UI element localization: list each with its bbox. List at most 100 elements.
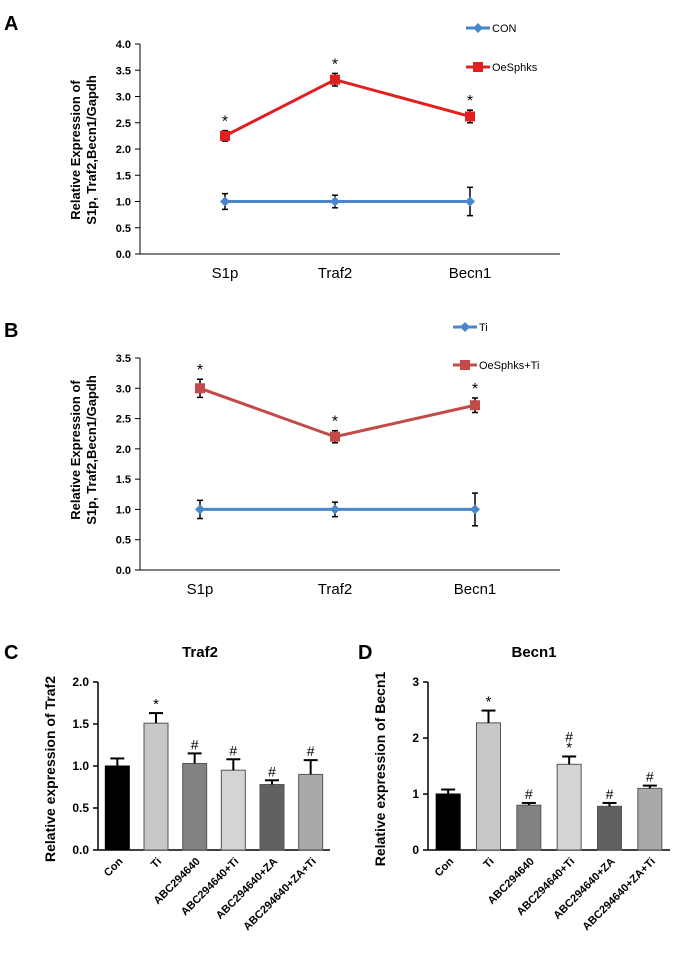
data-point [195, 383, 205, 394]
legend-entry: OeSphks+Ti [453, 360, 539, 372]
y-tick-label: 0.5 [72, 801, 89, 815]
legend-label: OeSphks+Ti [479, 360, 539, 372]
series-oesphks-ti: * * * [195, 362, 480, 444]
y-axis-label-line: S1p, Traf2,Becn1/Gapdh [84, 375, 99, 525]
y-tick-label: 3 [412, 675, 419, 689]
data-point [330, 196, 340, 207]
significance-hash: # [565, 728, 573, 744]
y-axis-label-line: S1p, Traf2,Becn1/Gapdh [84, 75, 99, 225]
bar [220, 769, 246, 851]
bar [435, 793, 461, 851]
y-tick-label: 3.5 [116, 65, 131, 77]
y-tick-label: 0.5 [116, 535, 131, 547]
bar-group: # [220, 742, 246, 851]
x-tick-label: Ti [149, 856, 164, 871]
bar [556, 763, 582, 851]
significance-hash: # [191, 736, 199, 752]
legend-label: CON [492, 23, 517, 35]
bar-group: # [259, 763, 285, 851]
panel-d: D Becn1 0 1 2 3 Relative expression of Becn1 Co… [358, 642, 670, 933]
significance-hash: # [606, 786, 614, 802]
significance-star: * [153, 696, 159, 713]
data-point [220, 130, 230, 141]
x-tick-label: S1p [187, 581, 214, 598]
significance-star: * [332, 414, 338, 431]
chart-title: Traf2 [182, 644, 218, 661]
series-line [224, 78, 471, 138]
x-tick-label: S1p [212, 265, 239, 282]
bar [182, 762, 208, 851]
y-axis-label-line: Relative Expression of [68, 80, 83, 220]
data-point [330, 74, 340, 85]
panel-a: A 0.0 0.5 1.0 1.5 2.0 2.5 3.0 3.5 4.0 S1p Traf2 Becn… [4, 13, 560, 282]
y-tick-label: 2.0 [116, 444, 131, 456]
panel-c: C Traf2 0.0 0.5 1.0 1.5 2.0 Relative expression… [4, 642, 330, 933]
bar [637, 787, 663, 851]
y-axis-label: Relative expression of Traf2 [42, 676, 58, 862]
y-tick-label: 2.0 [116, 144, 131, 156]
y-tick-label: 2 [412, 731, 419, 745]
x-tick-label: Traf2 [318, 581, 352, 598]
y-tick-label: 1.0 [116, 197, 131, 209]
x-tick-label: Con [433, 855, 457, 879]
x-tick-label: Becn1 [449, 265, 492, 282]
y-tick-label: 0.5 [116, 223, 131, 235]
bar-group: * [143, 696, 169, 851]
significance-hash: # [229, 742, 237, 758]
significance-hash: # [525, 786, 533, 802]
data-point [220, 196, 230, 207]
x-tick-label: Becn1 [454, 581, 497, 598]
y-axis-label: Relative Expression ofS1p, Traf2,Becn1/G… [68, 75, 99, 225]
y-axis-label: Relative Expression ofS1p, Traf2,Becn1/G… [68, 375, 99, 525]
x-tick-label: Ti [481, 856, 496, 871]
bar [298, 773, 324, 851]
significance-star: * [566, 739, 572, 756]
data-point [470, 504, 480, 515]
panel-label: D [358, 642, 372, 664]
bar-group: *# [556, 728, 582, 851]
y-tick-label: 2.5 [116, 118, 131, 130]
x-tick-label: Traf2 [318, 265, 352, 282]
panel-b: B 0.0 0.5 1.0 1.5 2.0 2.5 3.0 3.5 S1p Traf2 Becn1 Re… [4, 320, 560, 598]
bar-group: # [597, 786, 622, 851]
y-tick-label: 3.0 [116, 383, 131, 395]
x-tick-label: ABC294640+ZA+Ti [580, 856, 658, 934]
bar-group: * [476, 694, 501, 851]
panel-label: A [4, 13, 18, 35]
series-con [220, 186, 475, 217]
legend-marker [473, 62, 483, 72]
y-tick-label: 0.0 [72, 843, 89, 857]
series-oesphks: * * * [220, 56, 475, 142]
series-ti [195, 492, 480, 527]
panel-label: C [4, 642, 18, 664]
bar [143, 722, 169, 851]
x-tick-label: Con [102, 855, 126, 879]
y-tick-label: 2.0 [72, 675, 89, 689]
bar [259, 783, 285, 851]
y-tick-label: 3.0 [116, 92, 131, 104]
y-axis-label: Relative expression of Becn1 [372, 672, 388, 867]
y-tick-label: 2.5 [116, 414, 131, 426]
significance-hash: # [268, 763, 276, 779]
legend-marker [460, 360, 470, 370]
y-tick-label: 1.5 [116, 170, 131, 182]
data-point [470, 400, 480, 411]
bar [104, 765, 130, 851]
data-point [195, 504, 205, 515]
bar [476, 722, 501, 851]
y-tick-label: 0 [412, 843, 419, 857]
y-tick-label: 0.0 [116, 249, 131, 261]
data-point [465, 111, 475, 122]
legend-label: Ti [479, 322, 488, 334]
data-point [330, 431, 340, 442]
y-axis-label-line: Relative Expression of [68, 380, 83, 520]
legend-entry: CON [466, 23, 517, 35]
data-point [330, 504, 340, 515]
bar-group [435, 788, 461, 851]
legend-marker [473, 23, 483, 33]
y-tick-label: 3.5 [116, 353, 131, 365]
significance-star: * [467, 93, 473, 110]
y-tick-label: 1.5 [72, 717, 89, 731]
significance-hash: # [646, 769, 654, 785]
significance-star: * [472, 381, 478, 398]
